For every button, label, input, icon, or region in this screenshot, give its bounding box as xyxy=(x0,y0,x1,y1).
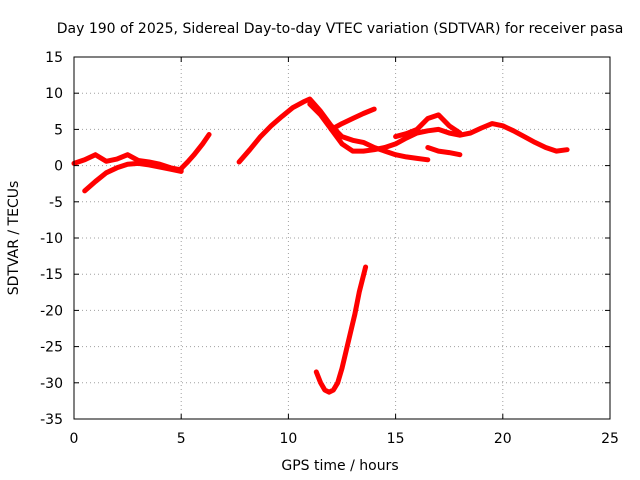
y-tick-label: -10 xyxy=(40,231,63,247)
y-tick-label: -15 xyxy=(40,267,63,283)
series-line-arc-8 xyxy=(425,145,463,158)
y-tick-label: -25 xyxy=(40,340,63,356)
y-tick-label: -20 xyxy=(40,303,63,319)
series-line-arc-5 xyxy=(307,101,570,154)
chart-grid xyxy=(74,57,610,419)
y-axis-label: SDTVAR / TECUs xyxy=(6,181,22,296)
y-tick-label: 10 xyxy=(45,86,63,102)
series-line-arc-2 xyxy=(82,160,184,194)
y-tick-label: 15 xyxy=(45,50,63,66)
y-tick-label: 0 xyxy=(54,159,63,175)
series-line-arc-7 xyxy=(393,112,463,140)
chart-series-group xyxy=(71,96,570,395)
x-tick-label: 10 xyxy=(279,431,297,447)
y-tick-label: 5 xyxy=(54,122,63,138)
x-tick-label: 5 xyxy=(177,431,186,447)
chart-title: Day 190 of 2025, Sidereal Day-to-day VTE… xyxy=(57,21,624,37)
series-line-arc-6 xyxy=(328,106,377,132)
series-line-arc-9 xyxy=(313,264,369,395)
y-tick-label: -30 xyxy=(40,376,63,392)
y-tick-label: -35 xyxy=(40,412,63,428)
x-tick-label: 0 xyxy=(70,431,79,447)
x-tick-label: 25 xyxy=(601,431,619,447)
x-tick-label: 15 xyxy=(387,431,405,447)
x-axis-label: GPS time / hours xyxy=(281,458,398,474)
x-tick-label: 20 xyxy=(494,431,512,447)
series-line-arc-3 xyxy=(178,132,212,171)
axis-ticks: 0 5 10 15 20 25 15 10 5 0 -5 -10 -15 -20 -25 -30 -35 xyxy=(40,50,619,447)
y-tick-label: -5 xyxy=(49,195,63,211)
